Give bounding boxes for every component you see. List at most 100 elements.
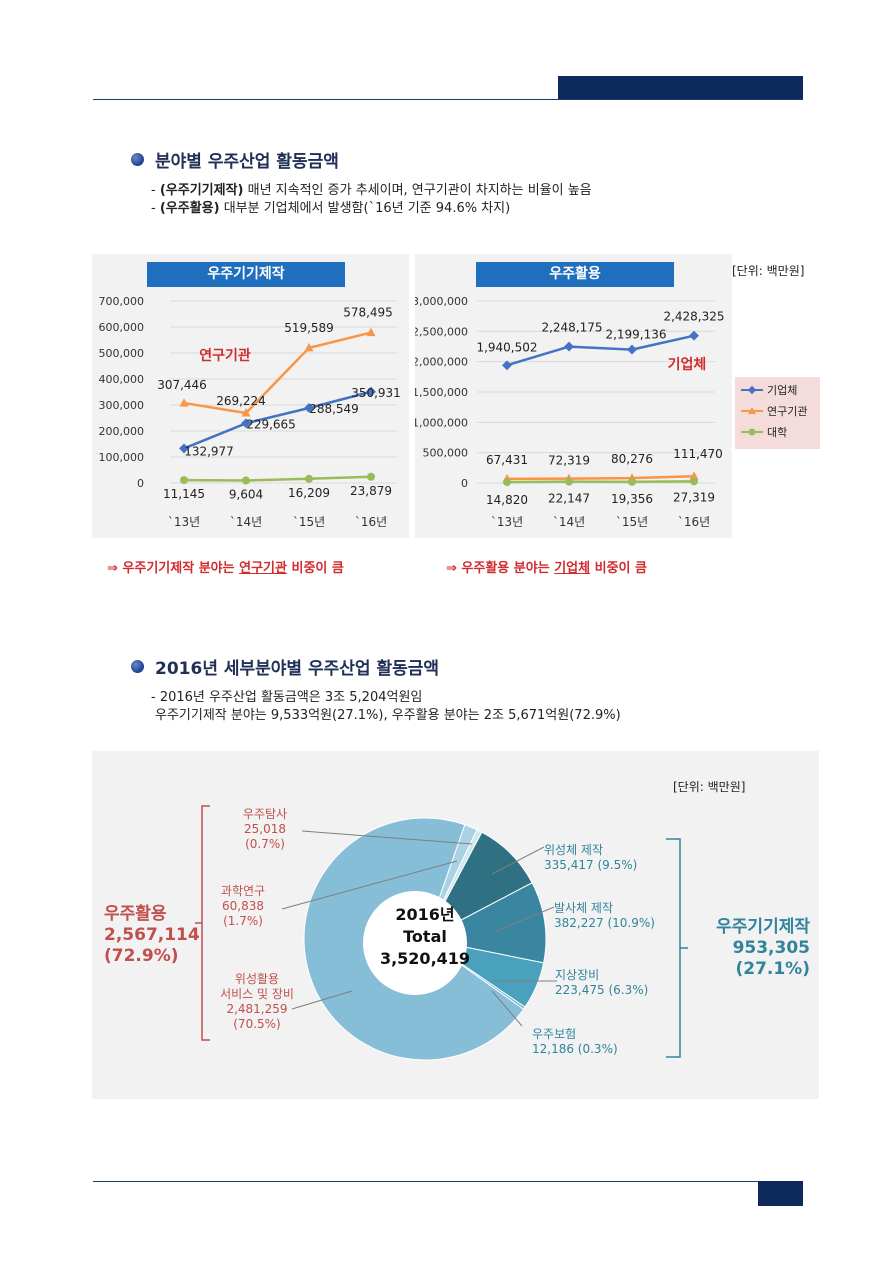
data-point-university	[367, 472, 375, 481]
chart-annotation: 연구기관	[199, 347, 251, 364]
y-tick-label: 700,000	[99, 295, 145, 308]
chart-right-title: 우주활용	[476, 262, 674, 287]
leader-line	[491, 990, 523, 1027]
data-label: 2,199,136	[605, 328, 666, 342]
x-tick-label: `14년	[230, 515, 262, 529]
pie-center-total: Total	[403, 927, 447, 946]
pie-svg	[195, 805, 688, 1061]
data-label: 111,470	[673, 447, 723, 461]
y-tick-label: 500,000	[423, 447, 469, 460]
data-point-university	[180, 476, 188, 485]
chart-left-title: 우주기기제작	[147, 262, 345, 287]
chart-legend: 기업체 연구기관 대학	[735, 377, 820, 449]
leader-line	[281, 860, 458, 910]
y-tick-label: 300,000	[99, 399, 145, 412]
legend-marker-company	[747, 385, 757, 395]
data-label: 1,940,502	[476, 340, 537, 354]
bracket-mfg	[666, 838, 681, 1058]
legend-item-institute: 연구기관	[767, 405, 808, 418]
data-label: 519,589	[284, 321, 334, 335]
section1-desc-line1: - (우주기기제작) 매년 지속적인 증가 추세이며, 연구기관이 차지하는 비…	[151, 183, 592, 198]
leader-line	[301, 830, 473, 845]
section1-title: 분야별 우주산업 활동금액	[155, 152, 339, 172]
legend-item-university: 대학	[767, 426, 788, 439]
chart-left-svg: 700,000 600,000 500,000 400,000 300,000 200,0…	[99, 295, 401, 529]
section2-desc-line1: - 2016년 우주산업 활동금액은 3조 5,204억원임	[151, 690, 423, 705]
legend-item-company: 기업체	[767, 384, 798, 397]
data-point-institute	[366, 327, 376, 337]
data-point-company	[627, 344, 637, 355]
leader-line	[491, 846, 545, 875]
y-tick-label: 1,500,000	[415, 386, 468, 399]
data-label: 19,356	[611, 492, 653, 506]
leader-line	[496, 906, 555, 932]
data-label: 72,319	[548, 454, 590, 468]
legend-marker-university	[748, 428, 756, 436]
data-point-institute	[179, 398, 189, 407]
pie-label-insurance: 우주보험 12,186 (0.3%)	[532, 1027, 618, 1056]
data-point-university	[628, 477, 636, 486]
data-label: 307,446	[157, 378, 207, 392]
group-label-use: 우주활용 2,567,114 (72.9%)	[104, 904, 200, 966]
pie-center-label: 2016년 Total 3,520,419	[370, 904, 480, 970]
x-tick-label: `13년	[491, 515, 523, 529]
data-label: 27,319	[673, 490, 715, 504]
header-rule	[93, 99, 803, 100]
data-label: 9,604	[229, 488, 263, 502]
y-tick-label: 200,000	[99, 425, 145, 438]
leader-line	[291, 990, 353, 1010]
group-label-mfg: 우주기기제작 953,305 (27.1%)	[716, 917, 810, 979]
series-line-0	[506, 334, 695, 367]
bracket-use	[201, 805, 210, 1041]
data-label: 11,145	[163, 487, 205, 501]
data-point-university	[690, 477, 698, 486]
unit-label-top: [단위: 백만원]	[732, 264, 805, 278]
data-point-company	[689, 330, 699, 341]
data-label: 14,820	[486, 493, 528, 507]
x-tick-label: `13년	[168, 515, 200, 529]
bullet-icon	[131, 153, 144, 166]
data-label: 288,549	[309, 402, 359, 416]
footer-box	[758, 1181, 803, 1206]
data-point-university	[305, 474, 313, 483]
data-label: 16,209	[288, 486, 330, 500]
y-tick-label: 500,000	[99, 347, 145, 360]
data-label: 578,495	[343, 306, 393, 320]
legend-markers	[741, 385, 763, 436]
x-tick-label: `16년	[355, 515, 387, 529]
pie-center-year: 2016년	[395, 905, 455, 924]
chart-left-conclusion: ⇒ 우주기기제작 분야는 연구기관 비중이 큼	[107, 561, 344, 576]
series-line-2	[183, 475, 372, 482]
series-line-1	[506, 474, 695, 481]
chart-annotation: 기업체	[668, 357, 707, 373]
x-tick-label: `15년	[293, 515, 325, 529]
data-point-institute	[304, 342, 314, 352]
y-tick-label: 400,000	[99, 373, 145, 386]
bullet-icon	[131, 660, 144, 673]
pie-center-circle	[363, 891, 467, 995]
data-label: 22,147	[548, 492, 590, 506]
y-tick-label: 1,000,000	[415, 416, 468, 429]
data-label: 132,977	[184, 444, 234, 458]
pie-label-launcher: 발사체 제작 382,227 (10.9%)	[554, 901, 655, 930]
pie-label-ground: 지상장비 223,475 (6.3%)	[555, 968, 649, 997]
footer-rule	[93, 1181, 803, 1182]
data-point-institute	[241, 408, 251, 417]
x-tick-label: `15년	[616, 515, 648, 529]
legend-marker-institute	[748, 407, 756, 414]
series-line-2	[506, 480, 695, 484]
data-point-university	[503, 478, 511, 487]
unit-label-pie: [단위: 백만원]	[673, 780, 746, 794]
series-line-1	[183, 331, 372, 415]
data-point-institute	[689, 471, 699, 480]
header-bar	[558, 76, 803, 100]
y-tick-label: 0	[137, 477, 144, 490]
y-tick-label: 0	[461, 477, 468, 490]
pie-label-science: 과학연구 60,838 (1.7%)	[220, 884, 266, 928]
data-point-company	[241, 418, 251, 429]
data-point-company	[179, 443, 189, 454]
pie-label-satellite: 위성체 제작 335,417 (9.5%)	[544, 843, 638, 872]
series-line-0	[183, 390, 372, 450]
data-label: 269,224	[216, 394, 266, 408]
data-label: 80,276	[611, 452, 653, 466]
